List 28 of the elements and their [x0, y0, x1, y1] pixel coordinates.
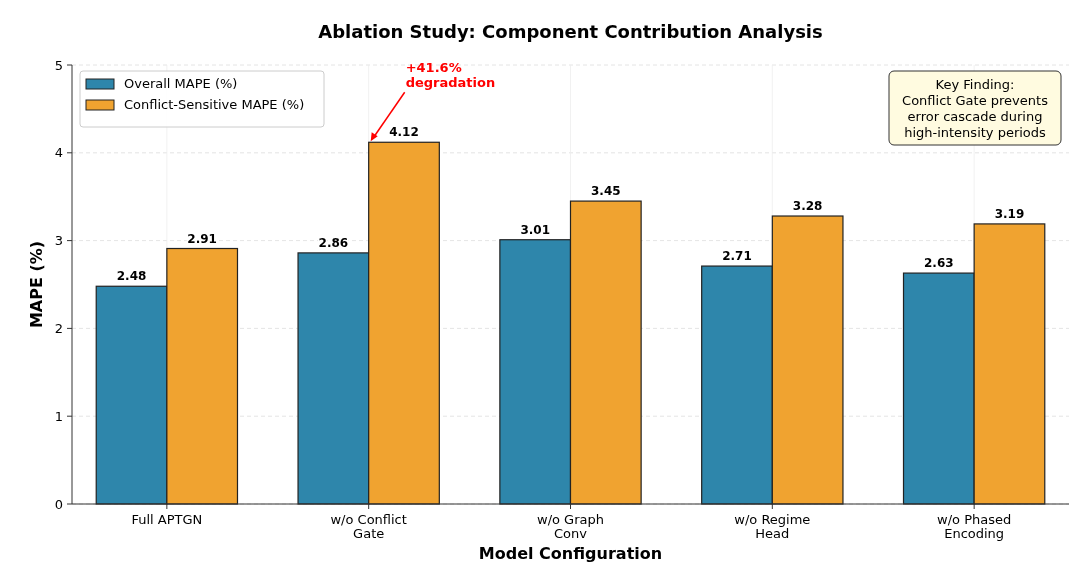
x-tick-label: w/o Graph Conv — [537, 512, 604, 541]
x-tick-label: w/o Phased Encoding — [937, 512, 1012, 541]
chart-title: Ablation Study: Component Contribution Analysis — [318, 21, 823, 42]
y-tick-label: 4 — [54, 145, 63, 161]
legend-label: Conflict-Sensitive MAPE (%) — [124, 97, 305, 112]
data-label: 3.01 — [520, 222, 550, 237]
legend-label: Overall MAPE (%) — [124, 76, 238, 91]
data-label: 2.86 — [318, 235, 349, 250]
x-tick-label: w/o Conflict Gate — [330, 512, 407, 541]
data-label: 3.45 — [591, 184, 621, 199]
data-label: 2.63 — [924, 256, 954, 271]
data-label: 2.71 — [722, 249, 752, 264]
y-tick-label: 1 — [54, 408, 63, 424]
y-tick-label: 0 — [54, 496, 63, 512]
y-tick-label: 5 — [54, 57, 63, 73]
data-label: 2.91 — [187, 231, 217, 246]
y-axis-title: MAPE (%) — [27, 240, 46, 329]
data-label: 3.28 — [792, 199, 823, 214]
x-tick-label: w/o Regime Head — [734, 512, 811, 541]
annotation: Key Finding: Conflict Gate prevents error cascade during high-intensity periods — [902, 77, 1049, 140]
y-tick-label: 2 — [54, 320, 63, 336]
y-tick-label: 3 — [54, 233, 63, 249]
data-label: 4.12 — [389, 125, 419, 140]
x-axis-title: Model Configuration — [478, 544, 663, 563]
x-tick-label: Full APTGN — [131, 512, 203, 527]
data-label: 3.19 — [994, 206, 1025, 221]
annotation: +41.6% degradation — [405, 60, 496, 91]
data-label: 2.48 — [116, 269, 147, 284]
